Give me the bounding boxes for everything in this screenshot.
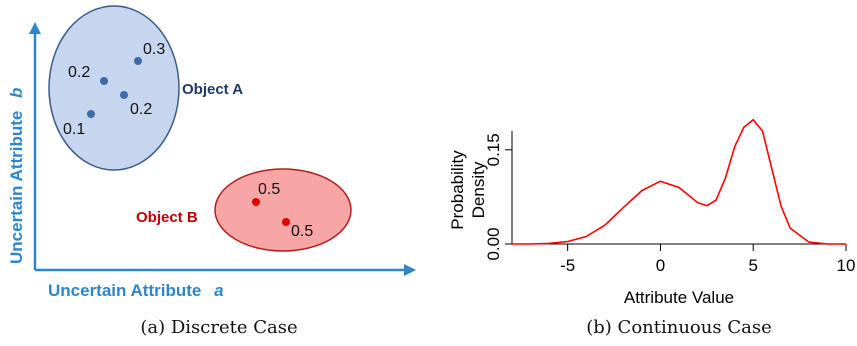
object-a-point (100, 77, 108, 85)
discrete-x-axis-label: Uncertain Attribute (48, 281, 201, 300)
x-tick-label: 5 (748, 256, 757, 275)
object-a-point (134, 57, 142, 65)
object-b-point (282, 218, 290, 226)
discrete-y-axis-label: Uncertain Attribute (7, 111, 26, 264)
object-a-point (120, 91, 128, 99)
density-curve (512, 118, 846, 245)
discrete-caption: (a) Discrete Case (140, 317, 297, 338)
x-tick-label: 10 (837, 256, 856, 275)
object-b-prob-label: 0.5 (291, 223, 313, 240)
x-ticks: -5 0 5 10 (560, 244, 855, 275)
object-b-ellipse-outline (214, 168, 352, 252)
x-tick-label: -5 (560, 256, 575, 275)
object-a-ellipse-outline (48, 5, 180, 171)
y-axis-label-line1: Probability (448, 150, 467, 230)
object-a-label: Object A (182, 81, 243, 98)
continuous-panel: -5 0 5 10 0.00 0.15 Attribute Value Probabil… (448, 118, 855, 338)
object-b-ellipse (215, 169, 351, 251)
object-a-prob-label: 0.3 (143, 41, 165, 58)
y-axis-label-line2: Density (469, 161, 488, 218)
discrete-y-axis-var: b (7, 88, 26, 98)
x-tick-label: 0 (656, 256, 665, 275)
x-axis-label: Attribute Value (624, 288, 734, 307)
y-tick-label: 0.00 (484, 227, 503, 260)
object-a-ellipse (49, 6, 179, 170)
discrete-y-axis-title: Uncertain Attribute b (7, 88, 26, 264)
discrete-x-axis-title: Uncertain Attribute a (48, 281, 224, 300)
object-b-prob-label: 0.5 (258, 181, 280, 198)
discrete-panel: Uncertain Attribute a Uncertain Attribut… (7, 5, 416, 338)
object-a-prob-label: 0.2 (68, 64, 90, 81)
continuous-caption: (b) Continuous Case (586, 317, 771, 338)
discrete-x-axis-var: a (214, 281, 223, 300)
object-b-point (252, 198, 260, 206)
object-a-prob-label: 0.1 (63, 121, 85, 138)
object-a-prob-label: 0.2 (130, 101, 152, 118)
object-b-label: Object B (136, 209, 198, 226)
y-tick-label: 0.15 (484, 133, 503, 166)
object-a-point (87, 110, 95, 118)
y-ticks: 0.00 0.15 (484, 133, 512, 261)
